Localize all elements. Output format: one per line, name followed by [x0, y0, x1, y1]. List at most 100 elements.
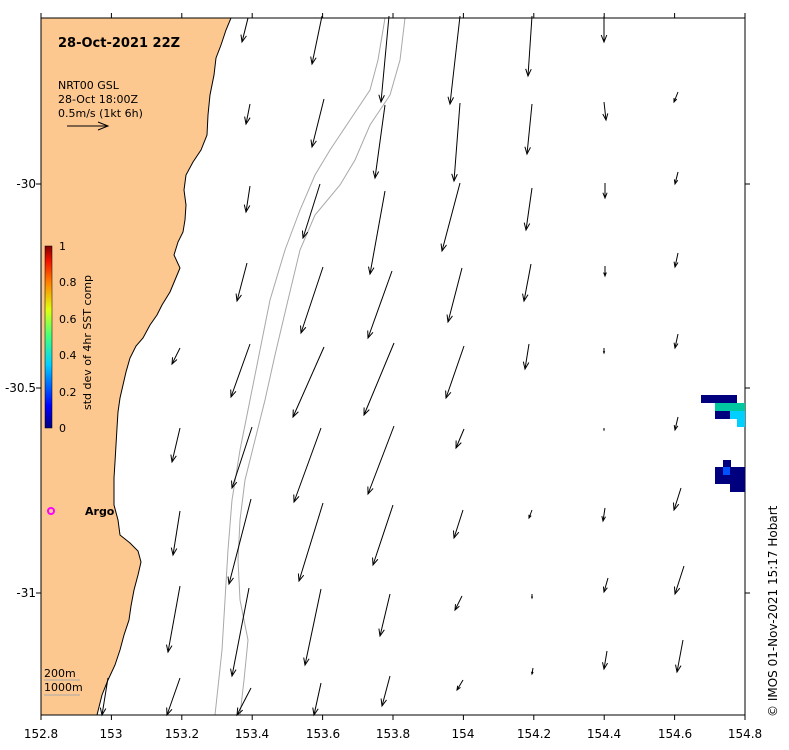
current-arrow: [367, 190, 386, 276]
current-arrow: [446, 267, 463, 324]
current-arrow: [672, 487, 682, 512]
contour-200m: [214, 17, 386, 716]
x-tick-label: 153: [100, 727, 123, 741]
current-arrow: [312, 682, 322, 717]
current-arrow: [530, 594, 534, 600]
y-tick-label: -30.5: [5, 381, 36, 395]
current-arrow: [673, 416, 679, 432]
scale-arrow: [67, 121, 110, 131]
current-arrow: [673, 91, 679, 104]
x-tick-label: 154.8: [728, 727, 762, 741]
colorbar-tick: 0.4: [59, 349, 77, 362]
axis-ticks: [36, 13, 750, 720]
current-arrow: [367, 270, 393, 340]
current-arrow: [293, 427, 322, 504]
current-arrow: [452, 509, 464, 540]
current-arrow: [524, 103, 533, 156]
colorbar: [44, 245, 53, 429]
colorbar-tick: 0.8: [59, 276, 77, 289]
current-arrow: [367, 425, 395, 496]
scale-label: 0.5m/s (1kt 6h): [58, 107, 143, 120]
current-arrow: [602, 348, 606, 355]
current-arrow: [600, 16, 608, 44]
current-arrow: [378, 15, 390, 104]
y-tick-label: -30: [16, 177, 36, 191]
current-arrow: [166, 585, 181, 654]
current-arrow: [243, 185, 251, 214]
current-arrow: [675, 639, 684, 674]
current-arrow: [447, 15, 461, 106]
current-arrow: [523, 187, 533, 232]
current-arrow: [456, 679, 464, 692]
y-tick-label: -31: [16, 586, 36, 600]
current-arrow: [603, 266, 607, 278]
current-arrow: [236, 687, 252, 717]
x-tick-label: 154.6: [658, 727, 692, 741]
x-tick-label: 153.8: [376, 727, 410, 741]
current-arrow: [301, 183, 321, 240]
current-arrow: [602, 101, 609, 122]
argo-label: Argo: [85, 505, 115, 518]
current-arrow: [380, 675, 391, 708]
current-arrow: [170, 427, 181, 464]
current-arrow: [602, 650, 608, 671]
current-arrow: [171, 347, 181, 366]
current-arrow: [300, 266, 324, 335]
product-name: NRT00 GSL: [58, 79, 120, 92]
current-arrow: [673, 171, 679, 186]
product-time: 28-Oct 18:00Z: [58, 93, 138, 106]
current-arrow: [230, 587, 250, 678]
current-arrow: [602, 183, 608, 200]
x-tick-label: 154: [452, 727, 475, 741]
current-arrow: [601, 507, 606, 523]
x-tick-label: 154.2: [517, 727, 551, 741]
current-arrow: [603, 428, 605, 432]
current-arrow: [363, 342, 395, 417]
x-tick-label: 153.4: [235, 727, 269, 741]
current-arrow: [235, 262, 248, 303]
current-arrow: [378, 593, 391, 638]
x-tick-label: 153.6: [306, 727, 340, 741]
current-arrow: [230, 343, 251, 399]
contour-legend-200m: 200m: [44, 667, 76, 680]
current-arrow: [440, 182, 461, 253]
current-arrow: [531, 667, 534, 676]
coastline-land: [40, 17, 232, 716]
current-arrow: [240, 17, 249, 44]
current-arrow: [445, 345, 465, 400]
contour-1000m: [237, 17, 406, 716]
current-arrow: [528, 509, 533, 520]
sst-patch: [701, 395, 745, 492]
current-arrow: [170, 510, 181, 557]
current-arrow: [372, 504, 394, 567]
colorbar-title: std dev of 4hr SST comp: [81, 275, 94, 410]
colorbar-tick: 0.6: [59, 313, 77, 326]
current-arrow: [525, 15, 533, 78]
current-arrow: [602, 577, 609, 594]
current-arrow: [522, 263, 532, 303]
current-arrow: [673, 565, 685, 596]
colorbar-tick: 1: [59, 240, 66, 253]
current-arrow: [244, 103, 251, 126]
current-arrow: [227, 498, 252, 586]
current-arrow: [310, 15, 323, 66]
current-arrow: [310, 98, 325, 149]
argo-float-marker: [47, 507, 55, 515]
map-datetime: 28-Oct-2021 22Z: [58, 36, 180, 51]
current-arrow: [454, 595, 463, 612]
x-tick-label: 153.2: [165, 727, 199, 741]
colorbar-tick: 0: [59, 422, 66, 435]
contour-legend-1000m: 1000m: [44, 681, 83, 694]
current-arrow: [451, 102, 461, 183]
current-arrow: [292, 346, 325, 419]
current-arrow: [372, 104, 386, 180]
current-arrow: [303, 588, 322, 667]
current-arrow: [455, 428, 465, 450]
current-arrow: [673, 333, 679, 350]
current-arrow: [522, 343, 530, 371]
current-arrow: [673, 252, 679, 269]
current-arrow: [231, 426, 253, 490]
current-arrow: [166, 677, 181, 717]
current-arrow: [297, 502, 324, 583]
